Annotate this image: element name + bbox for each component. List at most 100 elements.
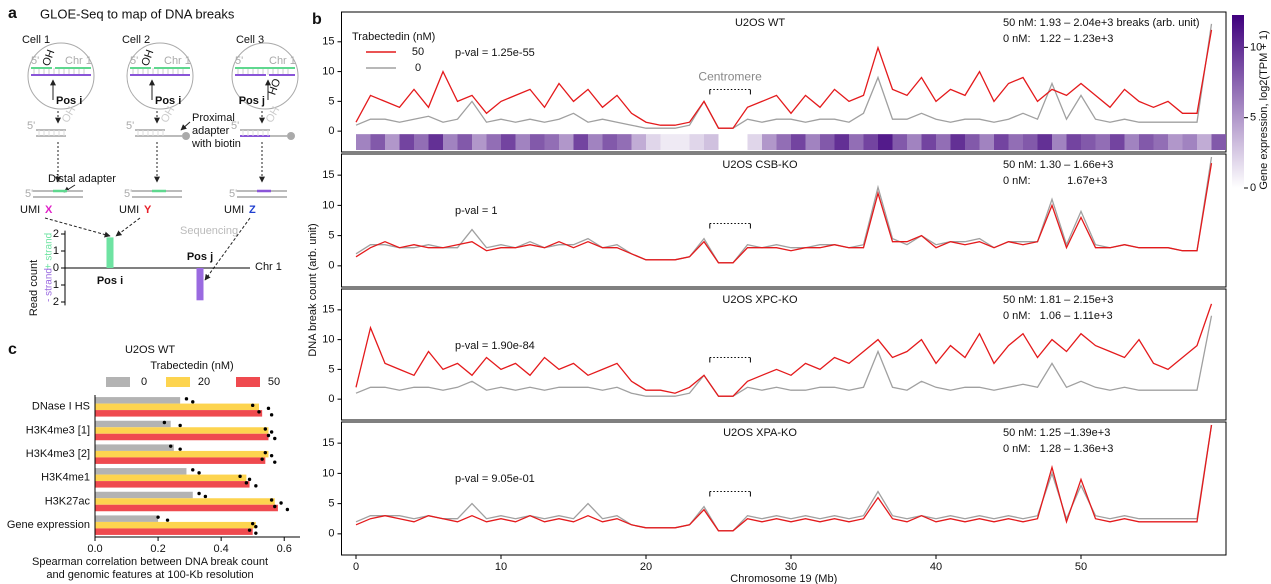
heatmap-cell [501,134,516,150]
ghost-oh: OH [60,105,79,125]
legend-label: 50 [412,46,424,58]
chr-label: Chr 1 [65,55,92,67]
category-label: H3K4me3 [1] [26,424,90,436]
x-axis-label: Spearman correlation between DNA break c… [32,556,268,568]
pos-label: Pos i [56,95,82,107]
umi-label: UMI [224,204,244,216]
replicate-dot [254,531,257,534]
replicate-dot [270,413,273,416]
replicate-dot [197,492,200,495]
five-prime: 5' [235,55,243,67]
heatmap-cell [951,134,966,150]
replicate-dot [163,421,166,424]
panel-title: U2OS WT [735,17,785,29]
replicate-dot [270,498,273,501]
colorbar-tick-label: 0 [1250,182,1256,194]
heatmap-cell [704,134,719,150]
heatmap-cell [443,134,458,150]
heatmap-cell [632,134,647,150]
heatmap-cell [1168,134,1183,150]
x-tick-label: 0.4 [214,543,229,555]
biotin [287,132,295,140]
five-prime: 5' [229,188,237,200]
heatmap-cell [617,134,632,150]
adapter-note: with biotin [191,138,241,150]
heatmap-cell [1125,134,1140,150]
y-tick-label: 5 [328,230,334,242]
heatmap-cell [530,134,545,150]
x-tick-label: 30 [785,561,797,573]
bar [95,475,246,482]
y-tick-label: 10 [322,199,334,211]
replicate-dot [251,522,254,525]
heatmap-cell [545,134,560,150]
annotation: 0 nM: 1.06 – 1.11e+3 [1003,310,1113,322]
y-tick-label: 5 [328,498,334,510]
heatmap-cell [893,134,908,150]
annotation: 50 nM: 1.25 –1.39e+3 [1003,427,1110,439]
plot-frame [342,289,1227,420]
heatmap-cell [980,134,995,150]
replicate-dot [267,407,270,410]
heatmap-cell [1009,134,1024,150]
y-tick-label: 0 [328,125,334,137]
annotation: 0 nM: 1.67e+3 [1003,175,1107,187]
legend-label: 20 [198,376,210,388]
y-tick-label: 5 [328,95,334,107]
replicate-dot [238,475,241,478]
legend-swatch [166,377,190,387]
replicate-dot [270,454,273,457]
bar [197,268,204,300]
category-label: DNase I HS [32,401,90,413]
five-prime: 5' [126,120,134,132]
legend-label: 0 [415,62,421,74]
legend-title: Trabectedin (nM) [150,360,233,372]
p-value: p-val = 1.90e-84 [455,340,535,352]
heatmap-cell [661,134,676,150]
heatmap-cell [1096,134,1111,150]
y-tick-label: 15 [322,169,334,181]
figure: a GLOE-Seq to map of DNA breaks Proximal… [0,0,1271,584]
bar [95,515,158,522]
heatmap-cell [849,134,864,150]
page: {"diagram":{"panel_label":"a","title":"G… [0,0,1271,584]
heatmap-cell [559,134,574,150]
replicate-dot [254,525,257,528]
heatmap-cell [1081,134,1096,150]
x-tick-label: 10 [495,561,507,573]
body: a GLOE-Seq to map of DNA breaks Proximal… [0,0,1271,584]
heatmap-cell [1197,134,1212,150]
replicate-dot [197,471,200,474]
umi-id: Z [249,204,256,216]
heatmap-cell [1139,134,1154,150]
colorbar-label: Gene expression, log2(TPM + 1) [1258,30,1270,189]
umi-label: UMI [20,204,40,216]
y-tick-label: 0 [328,528,334,540]
heatmap-cell [777,134,792,150]
oh-end: OH [40,48,57,68]
heatmap-cell [719,134,734,150]
category-label: H3K4me3 [2] [26,448,90,460]
bar [95,522,256,529]
five-prime: 5' [25,188,33,200]
replicate-dot [248,528,251,531]
x-axis-label: and genomic features at 100-Kb resolutio… [46,569,253,581]
strand-label: - strand [44,268,55,302]
y-tick-label: 0 [328,393,334,405]
replicate-dot [257,410,260,413]
replicate-dot [204,495,207,498]
bar [95,427,268,434]
sequencing-arrow [116,218,140,236]
bar [95,468,186,475]
panel-label: b [312,11,322,28]
x-axis-label: Chromosome 19 (Mb) [730,573,837,584]
x-tick-label: 0.0 [87,543,102,555]
replicate-dot [273,460,276,463]
heatmap-cell [516,134,531,150]
y-tick-label: 5 [328,363,334,375]
panel-title: U2OS XPC-KO [722,294,798,306]
bar [95,421,171,428]
heatmap-cell [965,134,980,150]
p-value: p-val = 1.25e-55 [455,47,535,59]
annotation: 0 nM: 1.22 – 1.23e+3 [1003,33,1113,45]
